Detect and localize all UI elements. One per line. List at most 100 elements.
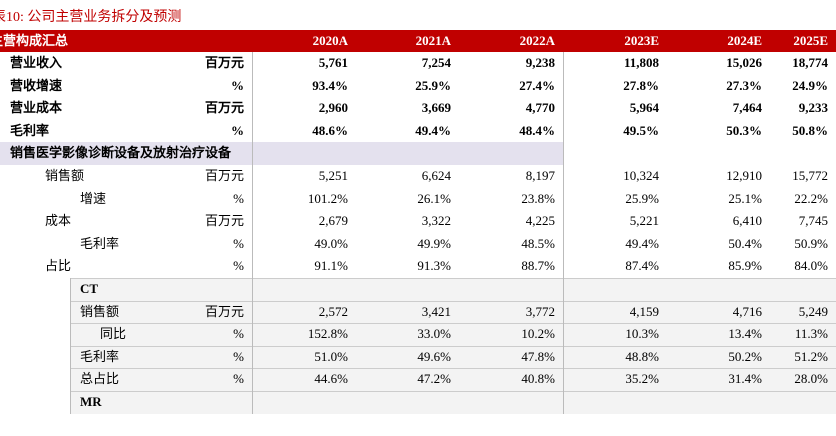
value-cell: 7,254 <box>421 55 451 70</box>
value-cell: 4,716 <box>732 303 762 319</box>
header-cell: 2025E <box>793 33 828 48</box>
value-cell: 50.8% <box>792 122 828 138</box>
value-cell: 3,322 <box>421 213 451 229</box>
row-unit: % <box>231 122 244 138</box>
row-line <box>70 300 836 302</box>
row-unit: 百万元 <box>204 55 244 70</box>
value-cell: 40.8% <box>521 371 555 387</box>
value-cell: 44.6% <box>314 371 348 387</box>
table-title: 表10: 公司主营业务拆分及预测 <box>0 10 182 25</box>
value-cell: 10,324 <box>623 168 659 183</box>
row-label: 销售医学影像诊断设备及放射治疗设备 <box>10 145 232 161</box>
value-cell: 49.5% <box>623 122 659 138</box>
value-cell: 47.8% <box>521 348 555 364</box>
value-cell: 85.9% <box>728 258 762 274</box>
value-cell: 35.2% <box>625 371 659 387</box>
value-cell: 49.6% <box>417 348 451 364</box>
value-cell: 50.4% <box>728 235 762 251</box>
value-cell: 4,225 <box>525 213 555 229</box>
value-cell: 47.2% <box>417 371 451 387</box>
header-bg <box>0 30 836 52</box>
header-cell: 2024E <box>727 33 762 48</box>
header-cell: 2020A <box>312 33 348 48</box>
row-label: 成本 <box>45 213 72 229</box>
value-cell: 9,238 <box>525 55 555 70</box>
row-label: 同比 <box>100 326 127 342</box>
value-cell: 25.9% <box>415 77 451 93</box>
value-cell: 5,761 <box>318 55 348 70</box>
value-cell: 11.3% <box>794 326 828 342</box>
value-cell: 48.5% <box>521 235 555 251</box>
value-cell: 15,772 <box>792 168 828 183</box>
value-cell: 48.8% <box>625 348 659 364</box>
header-cell: 2022A <box>519 33 555 48</box>
row-label: 销售额 <box>80 303 120 319</box>
block-bg <box>70 345 836 369</box>
row-unit: % <box>233 371 244 387</box>
row-line <box>70 368 836 370</box>
column-divider <box>70 278 71 414</box>
row-label: 占比 <box>45 258 72 274</box>
row-line <box>70 278 836 279</box>
value-cell: 152.8% <box>307 326 348 342</box>
value-cell: 2,679 <box>318 213 348 229</box>
row-label: MR <box>80 394 102 409</box>
row-unit: 百万元 <box>204 100 244 116</box>
value-cell: 27.3% <box>726 77 762 93</box>
value-cell: 51.2% <box>794 348 828 364</box>
value-cell: 87.4% <box>625 258 659 274</box>
block-bg <box>70 391 836 414</box>
value-cell: 51.0% <box>314 348 348 364</box>
row-label: 毛利率 <box>80 235 120 251</box>
row-label: 营业成本 <box>10 100 63 116</box>
value-cell: 22.2% <box>794 190 828 206</box>
row-unit: 百万元 <box>204 303 244 319</box>
value-cell: 23.8% <box>521 190 555 206</box>
value-cell: 5,251 <box>318 168 348 183</box>
row-unit: % <box>233 235 244 251</box>
block-bg <box>70 368 836 391</box>
row-label: 销售额 <box>45 168 85 183</box>
section-bg <box>0 142 563 165</box>
value-cell: 33.0% <box>417 326 451 342</box>
row-unit: % <box>231 77 244 93</box>
row-label: 营收增速 <box>10 77 63 93</box>
value-cell: 27.4% <box>519 77 555 93</box>
value-cell: 27.8% <box>623 77 659 93</box>
value-cell: 12,910 <box>726 168 762 183</box>
value-cell: 4,159 <box>629 303 659 319</box>
value-cell: 3,772 <box>525 303 555 319</box>
value-cell: 101.2% <box>307 190 348 206</box>
row-unit: 百万元 <box>204 168 244 183</box>
value-cell: 2,572 <box>318 303 348 319</box>
value-cell: 2,960 <box>318 100 348 116</box>
column-divider <box>563 52 564 414</box>
value-cell: 15,026 <box>726 55 762 70</box>
row-unit: % <box>233 258 244 274</box>
header-cell: 主营构成汇总 <box>0 33 69 48</box>
value-cell: 48.6% <box>312 122 348 138</box>
block-bg <box>70 323 836 346</box>
row-line <box>70 323 836 325</box>
value-cell: 91.3% <box>417 258 451 274</box>
block-bg <box>70 278 836 301</box>
row-label: 毛利率 <box>10 122 50 138</box>
value-cell: 24.9% <box>792 77 828 93</box>
value-cell: 25.1% <box>728 190 762 206</box>
value-cell: 10.2% <box>521 326 555 342</box>
value-cell: 3,669 <box>421 100 451 116</box>
value-cell: 84.0% <box>794 258 828 274</box>
row-label: 总占比 <box>80 371 120 387</box>
row-unit: % <box>233 190 244 206</box>
row-label: 营业收入 <box>10 55 63 70</box>
value-cell: 50.2% <box>728 348 762 364</box>
value-cell: 4,770 <box>525 100 555 116</box>
value-cell: 8,197 <box>525 168 555 183</box>
value-cell: 88.7% <box>521 258 555 274</box>
value-cell: 49.9% <box>417 235 451 251</box>
row-label: 增速 <box>80 190 107 206</box>
column-divider <box>252 52 253 414</box>
value-cell: 48.4% <box>519 122 555 138</box>
value-cell: 93.4% <box>312 77 348 93</box>
block-bg <box>70 300 836 324</box>
